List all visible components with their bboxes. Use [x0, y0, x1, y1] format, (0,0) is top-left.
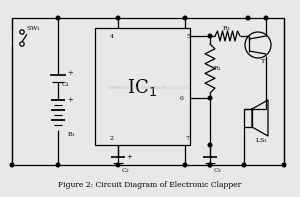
Text: +: + — [126, 153, 132, 161]
Circle shape — [208, 34, 212, 38]
Text: IC$_1$: IC$_1$ — [127, 76, 157, 98]
Circle shape — [10, 163, 14, 167]
Text: SW$_1$: SW$_1$ — [26, 25, 41, 33]
Text: 6: 6 — [180, 96, 184, 100]
Circle shape — [208, 143, 212, 147]
Circle shape — [208, 96, 212, 100]
Circle shape — [116, 163, 120, 167]
Circle shape — [183, 163, 187, 167]
Text: 5: 5 — [186, 33, 190, 38]
Text: WWW.BESTENGINEERING PROJECTS.COM: WWW.BESTENGINEERING PROJECTS.COM — [108, 86, 192, 90]
Text: R$_2$: R$_2$ — [223, 25, 232, 33]
Circle shape — [56, 163, 60, 167]
Text: +: + — [67, 96, 73, 104]
Text: R$_1$: R$_1$ — [213, 64, 222, 73]
Text: C$_2$: C$_2$ — [121, 166, 130, 176]
Text: 4: 4 — [110, 33, 114, 38]
Circle shape — [208, 163, 212, 167]
Circle shape — [208, 163, 212, 167]
Text: T$_1$: T$_1$ — [260, 58, 269, 66]
Text: +: + — [67, 69, 73, 77]
Circle shape — [282, 163, 286, 167]
Text: C$_1$: C$_1$ — [61, 81, 70, 89]
Text: LS$_1$: LS$_1$ — [255, 137, 268, 145]
Circle shape — [264, 16, 268, 20]
Circle shape — [246, 16, 250, 20]
Text: Figure 2: Circuit Diagram of Electronic Clapper: Figure 2: Circuit Diagram of Electronic … — [58, 181, 242, 189]
Circle shape — [183, 16, 187, 20]
Circle shape — [116, 16, 120, 20]
Circle shape — [242, 163, 246, 167]
Bar — [95, 28, 190, 145]
Text: C$_3$: C$_3$ — [213, 166, 222, 176]
Text: 2: 2 — [110, 137, 114, 141]
Text: 7: 7 — [186, 137, 190, 141]
Bar — [244, 109, 252, 127]
Text: B$_1$: B$_1$ — [67, 131, 76, 139]
Circle shape — [56, 16, 60, 20]
